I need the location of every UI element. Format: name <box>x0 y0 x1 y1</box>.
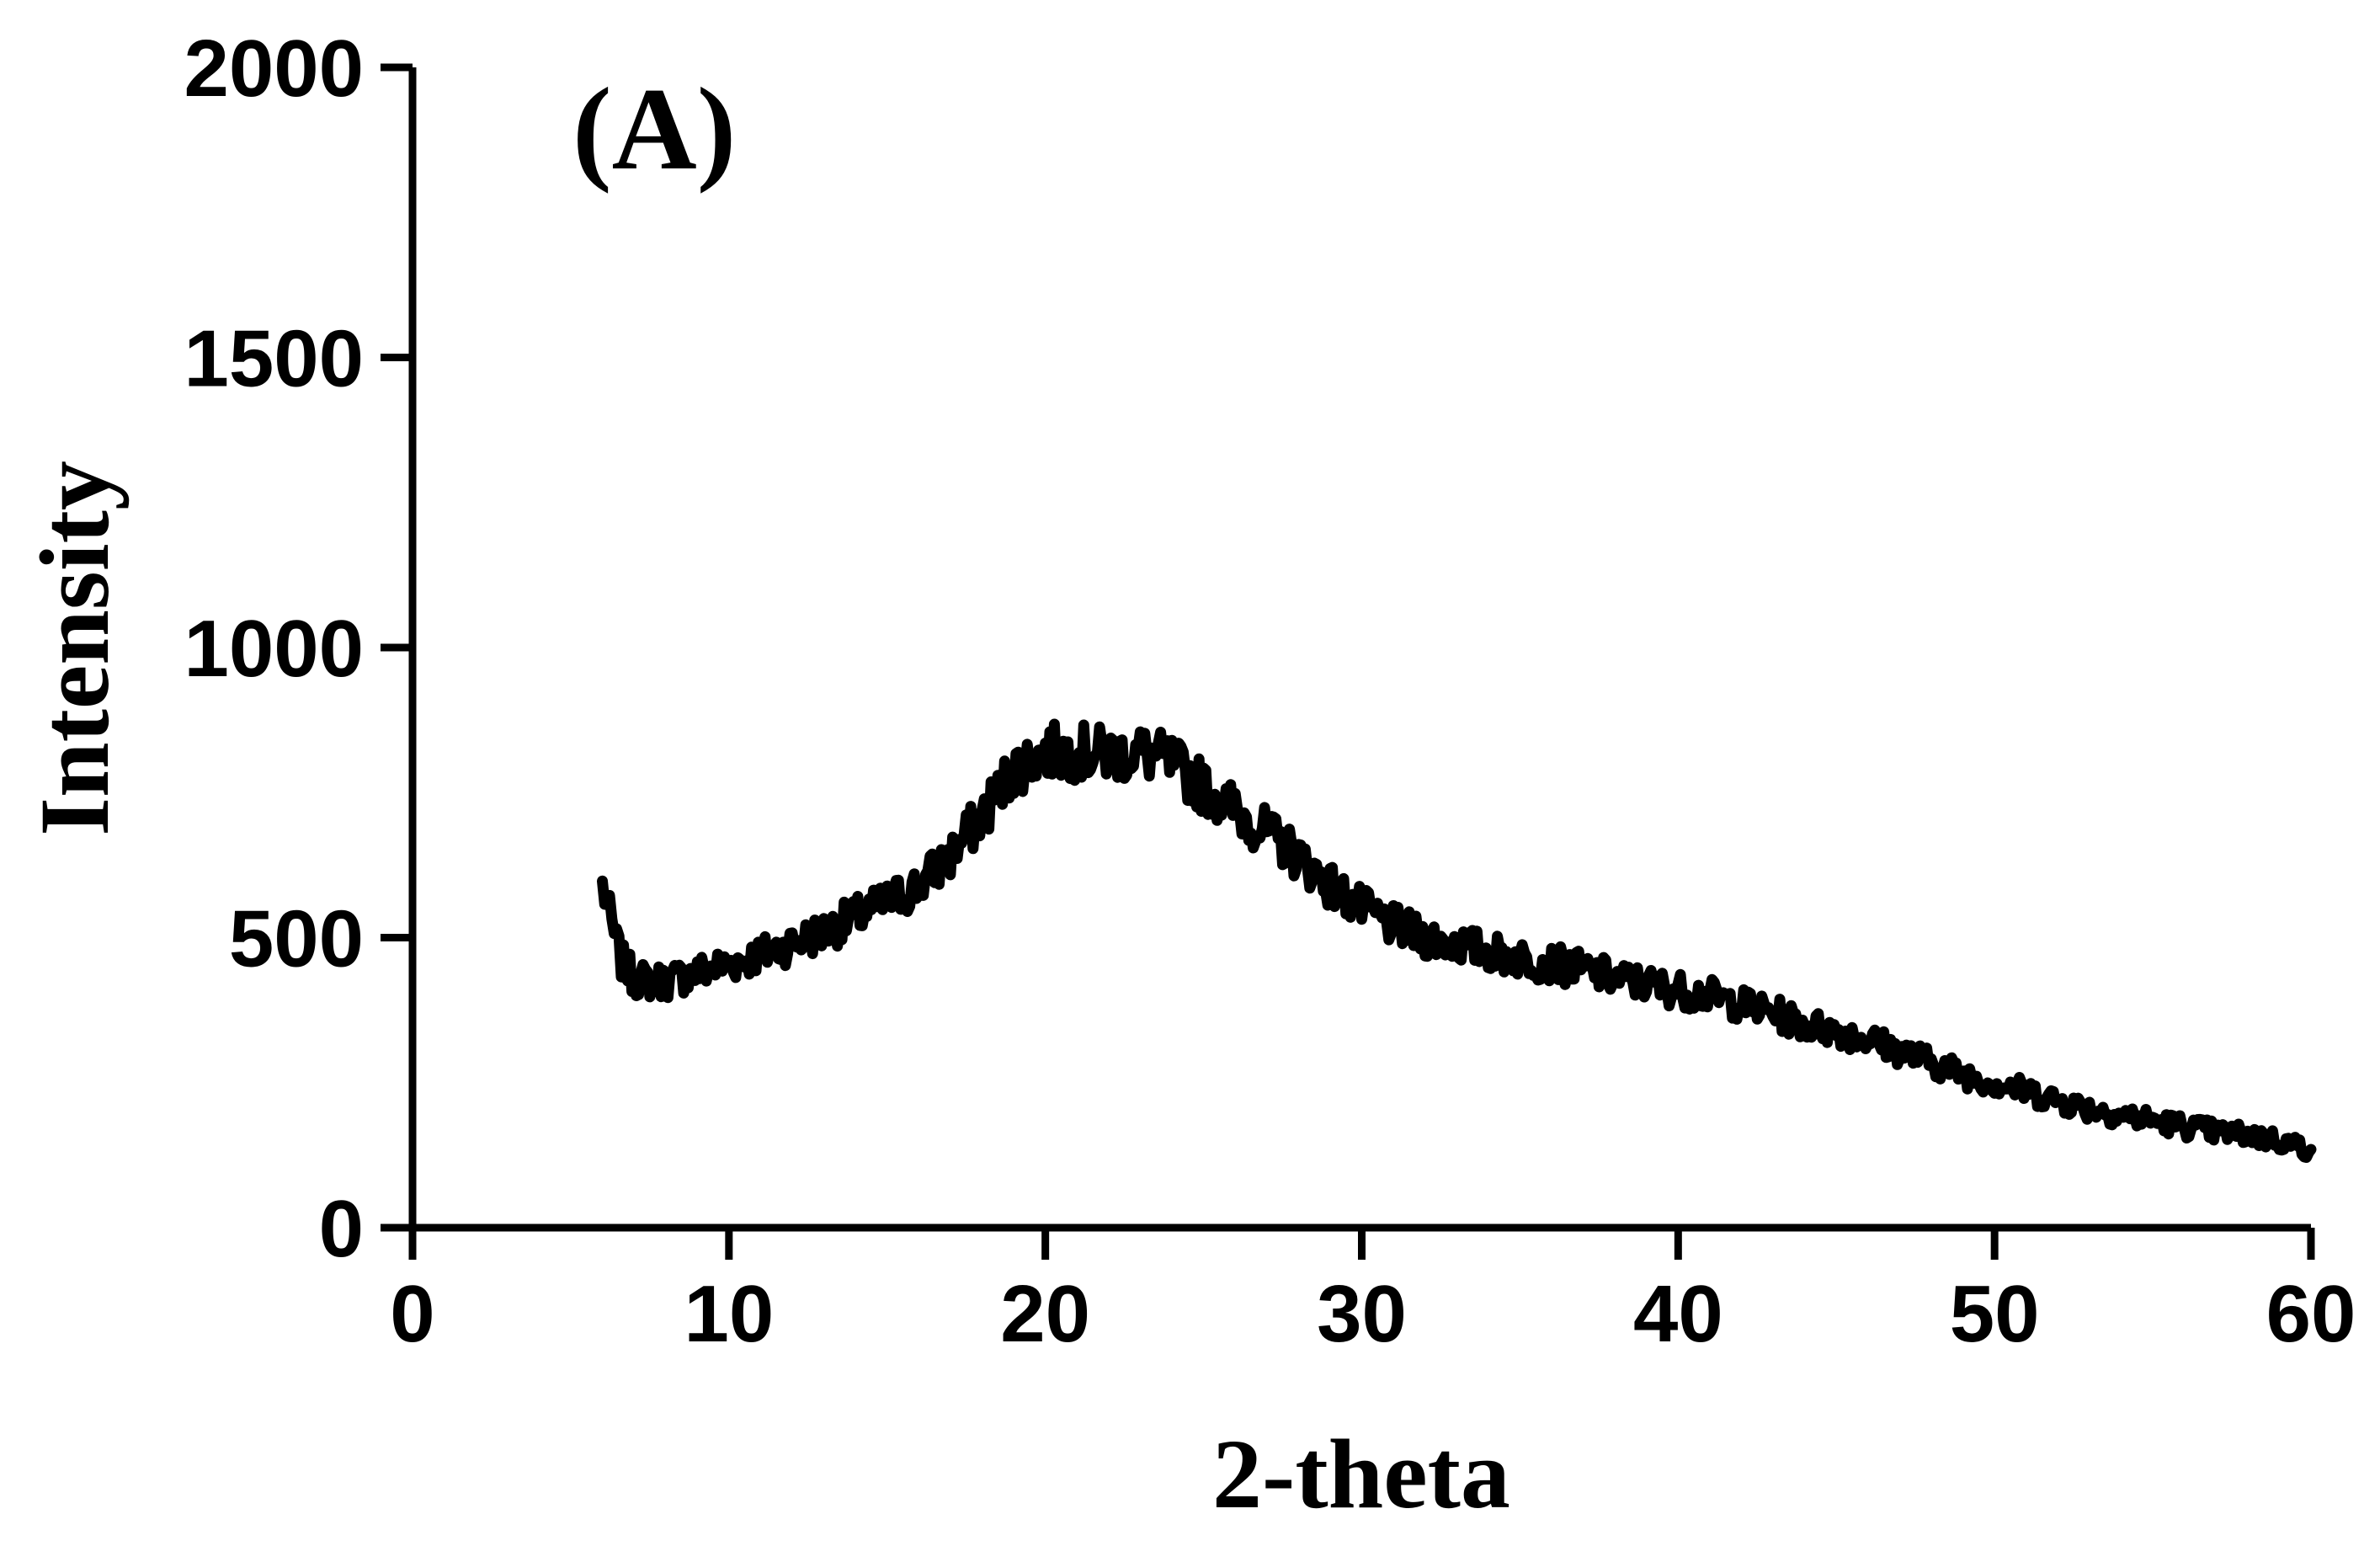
y-axis-ticks: 0 500 1000 1500 2000 <box>184 24 413 1274</box>
y-tick-label: 1500 <box>184 314 364 404</box>
series-line <box>597 718 2317 1163</box>
x-tick-label: 30 <box>1317 1269 1407 1359</box>
y-tick-label: 1000 <box>184 604 364 694</box>
x-tick-label: 20 <box>1000 1269 1090 1359</box>
x-axis-ticks: 0 10 20 30 40 50 60 <box>390 1228 2356 1359</box>
x-tick-label: 40 <box>1633 1269 1723 1359</box>
panel-label: (A) <box>572 64 736 195</box>
x-tick-label: 50 <box>1950 1269 2040 1359</box>
y-tick-label: 0 <box>319 1184 364 1274</box>
x-tick-label: 10 <box>684 1269 774 1359</box>
x-tick-label: 0 <box>390 1269 434 1359</box>
y-tick-label: 2000 <box>184 24 364 114</box>
x-axis-title: 2-theta <box>1212 1419 1510 1529</box>
y-tick-label: 500 <box>229 894 364 984</box>
y-axis-title: Intensity <box>19 461 130 836</box>
x-tick-label: 60 <box>2266 1269 2356 1359</box>
